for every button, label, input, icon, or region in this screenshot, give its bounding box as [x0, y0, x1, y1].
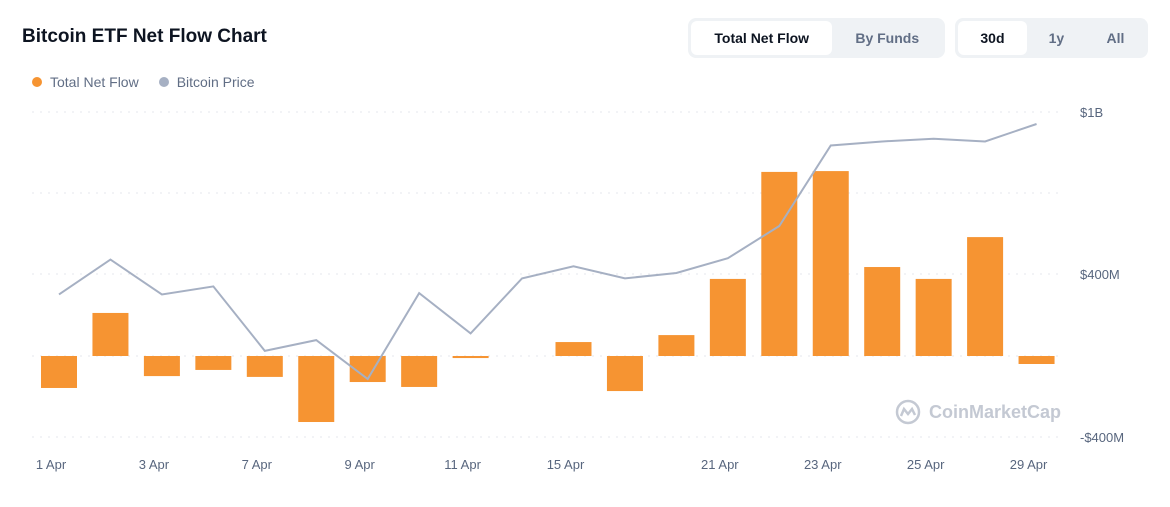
bar-25-apr: [915, 278, 952, 356]
legend-label: Bitcoin Price: [176, 74, 255, 90]
bar-22-apr: [761, 171, 798, 356]
x-tick-label: 25 Apr: [907, 457, 945, 472]
x-tick-label: 9 Apr: [345, 457, 376, 472]
bar-2-apr: [92, 312, 129, 356]
bar-7-apr: [246, 356, 283, 377]
watermark: CoinMarketCap: [895, 399, 1061, 425]
x-tick-label: 23 Apr: [804, 457, 842, 472]
range-30d[interactable]: 30d: [958, 21, 1027, 55]
bar-28-apr: [967, 237, 1004, 356]
bar-11-apr: [452, 356, 489, 359]
x-tick-label: 7 Apr: [242, 457, 273, 472]
x-tick-label: 21 Apr: [701, 457, 739, 472]
y-tick-label: -$400M: [1080, 430, 1124, 445]
range-1y[interactable]: 1y: [1048, 30, 1065, 46]
view-toggle: Total Net Flow By Funds: [688, 18, 945, 58]
legend-item-bitcoin-price[interactable]: Bitcoin Price: [158, 74, 255, 90]
range-all[interactable]: All: [1106, 30, 1125, 46]
legend-label: Total Net Flow: [50, 74, 139, 90]
bar-8-apr: [298, 356, 335, 423]
x-tick-label: 1 Apr: [36, 457, 67, 472]
bar-1-apr: [41, 356, 77, 388]
x-tick-label: 15 Apr: [547, 457, 585, 472]
range-toggle: 30d 1y All: [955, 18, 1148, 58]
bar-16-apr: [606, 356, 643, 392]
x-tick-label: 11 Apr: [444, 457, 481, 472]
bar-24-apr: [864, 267, 901, 356]
bar-15-apr: [555, 342, 592, 356]
bar-3-apr: [143, 356, 180, 377]
x-tick-label: 29 Apr: [1010, 457, 1048, 472]
bar-4-apr: [195, 356, 232, 370]
x-tick-label: 3 Apr: [139, 457, 170, 472]
chart-legend: Total Net Flow Bitcoin Price: [32, 74, 255, 90]
bitcoin-price-line: [58, 123, 1037, 381]
gray-dot-icon: [158, 77, 169, 87]
tab-total-net-flow[interactable]: Total Net Flow: [691, 21, 833, 55]
bar-10-apr: [401, 356, 438, 387]
y-tick-label: $1B: [1080, 105, 1103, 120]
coinmarketcap-logo-icon: [895, 399, 921, 425]
bar-23-apr: [812, 171, 849, 356]
bar-17-apr: [658, 335, 695, 356]
y-tick-label: $400M: [1080, 267, 1120, 282]
page-title: Bitcoin ETF Net Flow Chart: [22, 26, 267, 47]
tab-by-funds[interactable]: By Funds: [855, 30, 920, 46]
bar-29-apr: [1018, 356, 1055, 364]
orange-dot-icon: [32, 77, 42, 87]
bar-21-apr: [709, 278, 746, 356]
legend-item-net-flow[interactable]: Total Net Flow: [32, 74, 139, 90]
